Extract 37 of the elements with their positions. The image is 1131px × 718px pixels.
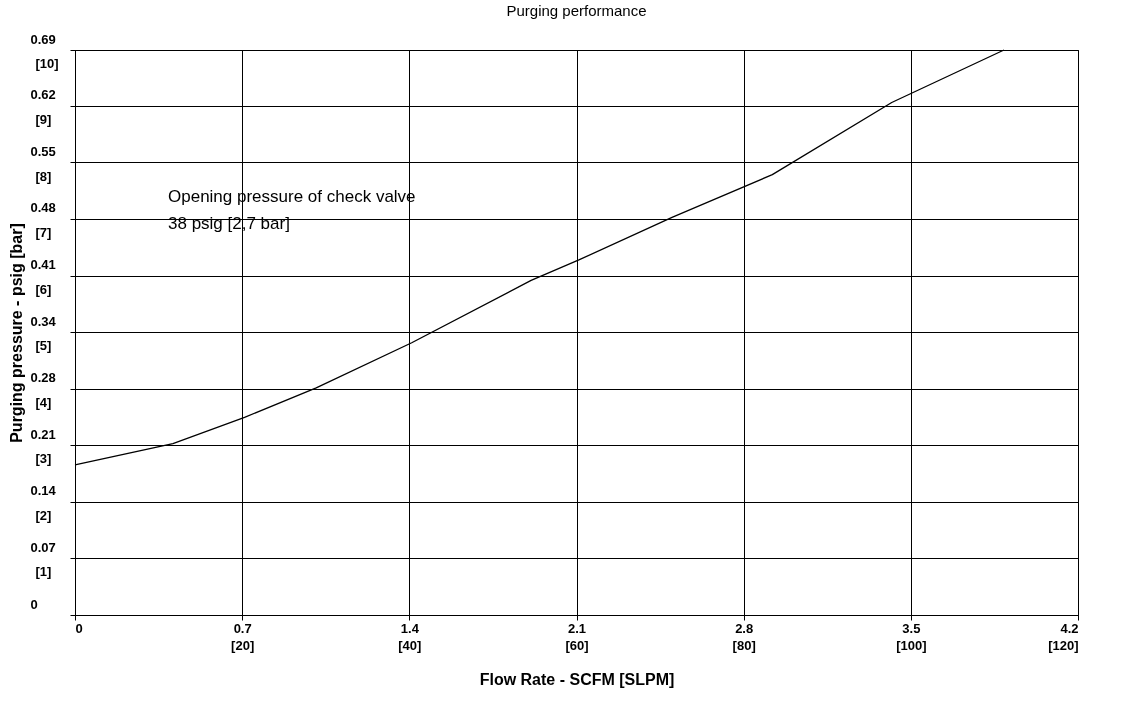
x-tick-label: 3.5 <box>902 620 921 636</box>
y2-tick-label: [4] <box>35 394 52 410</box>
y2-tick-label: [7] <box>35 225 52 240</box>
y2-tick-label: [1] <box>35 564 52 579</box>
x-tick-label: 0 <box>75 620 83 636</box>
x2-tick-label: [20] <box>231 637 255 653</box>
y-axis-title: Purging pressure - psig [bar] <box>7 223 25 443</box>
y-tick-label: 0.14 <box>30 483 57 499</box>
y-tick-label: 0.69 <box>30 31 56 47</box>
x-tick-label: 2.1 <box>567 620 587 636</box>
y2-tick-label: [9] <box>35 112 52 127</box>
y2-tick-label: [3] <box>35 451 52 466</box>
y-tick-label: 0.41 <box>30 257 56 273</box>
y2-tick-label: [8] <box>35 168 52 184</box>
y2-tick-label: [6] <box>35 281 52 297</box>
y-tick-label: 0.55 <box>30 143 56 159</box>
x2-tick-label: [60] <box>565 637 589 653</box>
x-tick-label: 0.7 <box>233 620 252 636</box>
x-tick-label: 4.2 <box>1060 620 1079 636</box>
x2-tick-label: [120] <box>1048 637 1079 653</box>
y-tick-label: 0.48 <box>30 200 56 216</box>
y-tick-label: 0.34 <box>30 313 57 329</box>
y-tick-label: 0.07 <box>30 539 56 555</box>
y2-tick-label: [5] <box>35 338 52 353</box>
x2-tick-label: [40] <box>398 637 422 653</box>
x-axis-title: Flow Rate - SCFM [SLPM] <box>479 670 675 688</box>
y-tick-label: 0 <box>30 596 38 612</box>
x2-tick-label: [100] <box>896 637 927 653</box>
y-tick-label: 0.28 <box>30 370 56 386</box>
y2-tick-label: [10] <box>35 55 59 71</box>
x-tick-label: 2.8 <box>735 620 754 636</box>
x-tick-label: 1.4 <box>400 620 420 636</box>
y-tick-label: 0.21 <box>30 426 56 442</box>
y2-tick-label: [2] <box>35 507 52 523</box>
chart-title: Purging performance <box>506 2 647 19</box>
y-tick-label: 0.62 <box>30 87 56 103</box>
x2-tick-label: [80] <box>732 637 756 653</box>
